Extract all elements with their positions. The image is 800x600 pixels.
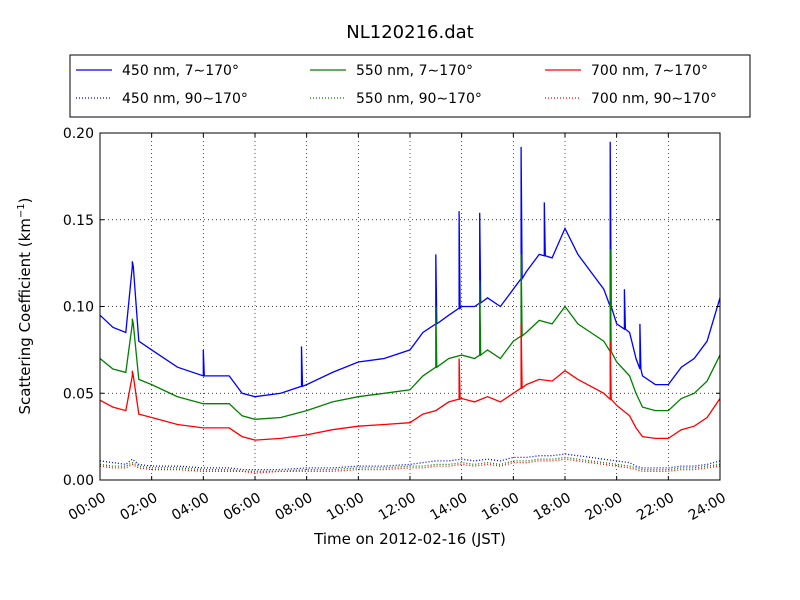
x-tick-label: 16:00 [479,490,522,524]
legend: 450 nm, 7∼170° 550 nm, 7∼170° 700 nm, 7∼17… [69,54,751,118]
x-tick-label: 14:00 [428,490,471,524]
x-tick-label: 06:00 [221,490,264,524]
x-axis-label: Time on 2012-02-16 (JST) [313,530,506,548]
legend-label: 550 nm, 7∼170° [356,63,473,79]
series-line [99,141,721,398]
y-tick-label: 0.20 [63,126,94,142]
x-tick-label: 20:00 [583,490,626,524]
y-axis-label-main: Scattering Coefficient (km [16,218,34,414]
y-tick-label: 0.10 [63,300,94,316]
y-axis-label: Scattering Coefficient (km−1) [16,197,34,414]
x-tick-label: 12:00 [376,490,419,524]
x-tick-label: 04:00 [169,490,212,524]
series-line [99,323,721,441]
x-tick-label: 10:00 [324,490,367,524]
y-axis: 0.00 0.05 0.10 0.15 0.20 [63,126,720,489]
x-tick-label: 00:00 [66,490,109,524]
series-line [99,453,721,471]
plot-area [99,141,721,474]
y-tick-label: 0.15 [63,213,94,229]
legend-box [69,54,751,118]
x-tick-label: 02:00 [118,490,161,524]
y-axis-label-unit-exponent: −1 [16,203,27,218]
chart-title: NL120216.dat [346,22,473,43]
grid [100,133,720,480]
y-axis-label-close: ) [16,197,34,203]
legend-label: 700 nm, 7∼170° [591,63,708,79]
y-tick-label: 0.00 [63,473,94,489]
x-axis: 00:00 02:00 04:00 06:00 08:00 10:00 12:00 14:00… [66,133,729,524]
x-tick-label: 22:00 [634,490,677,524]
series-line [99,249,721,420]
y-tick-label: 0.05 [63,386,94,402]
x-tick-label: 18:00 [531,490,574,524]
legend-label: 700 nm, 90∼170° [591,91,717,107]
legend-label: 550 nm, 90∼170° [356,91,482,107]
legend-label: 450 nm, 90∼170° [122,91,248,107]
legend-label: 450 nm, 7∼170° [122,63,239,79]
x-tick-label: 24:00 [686,490,729,524]
x-tick-label: 08:00 [273,490,316,524]
